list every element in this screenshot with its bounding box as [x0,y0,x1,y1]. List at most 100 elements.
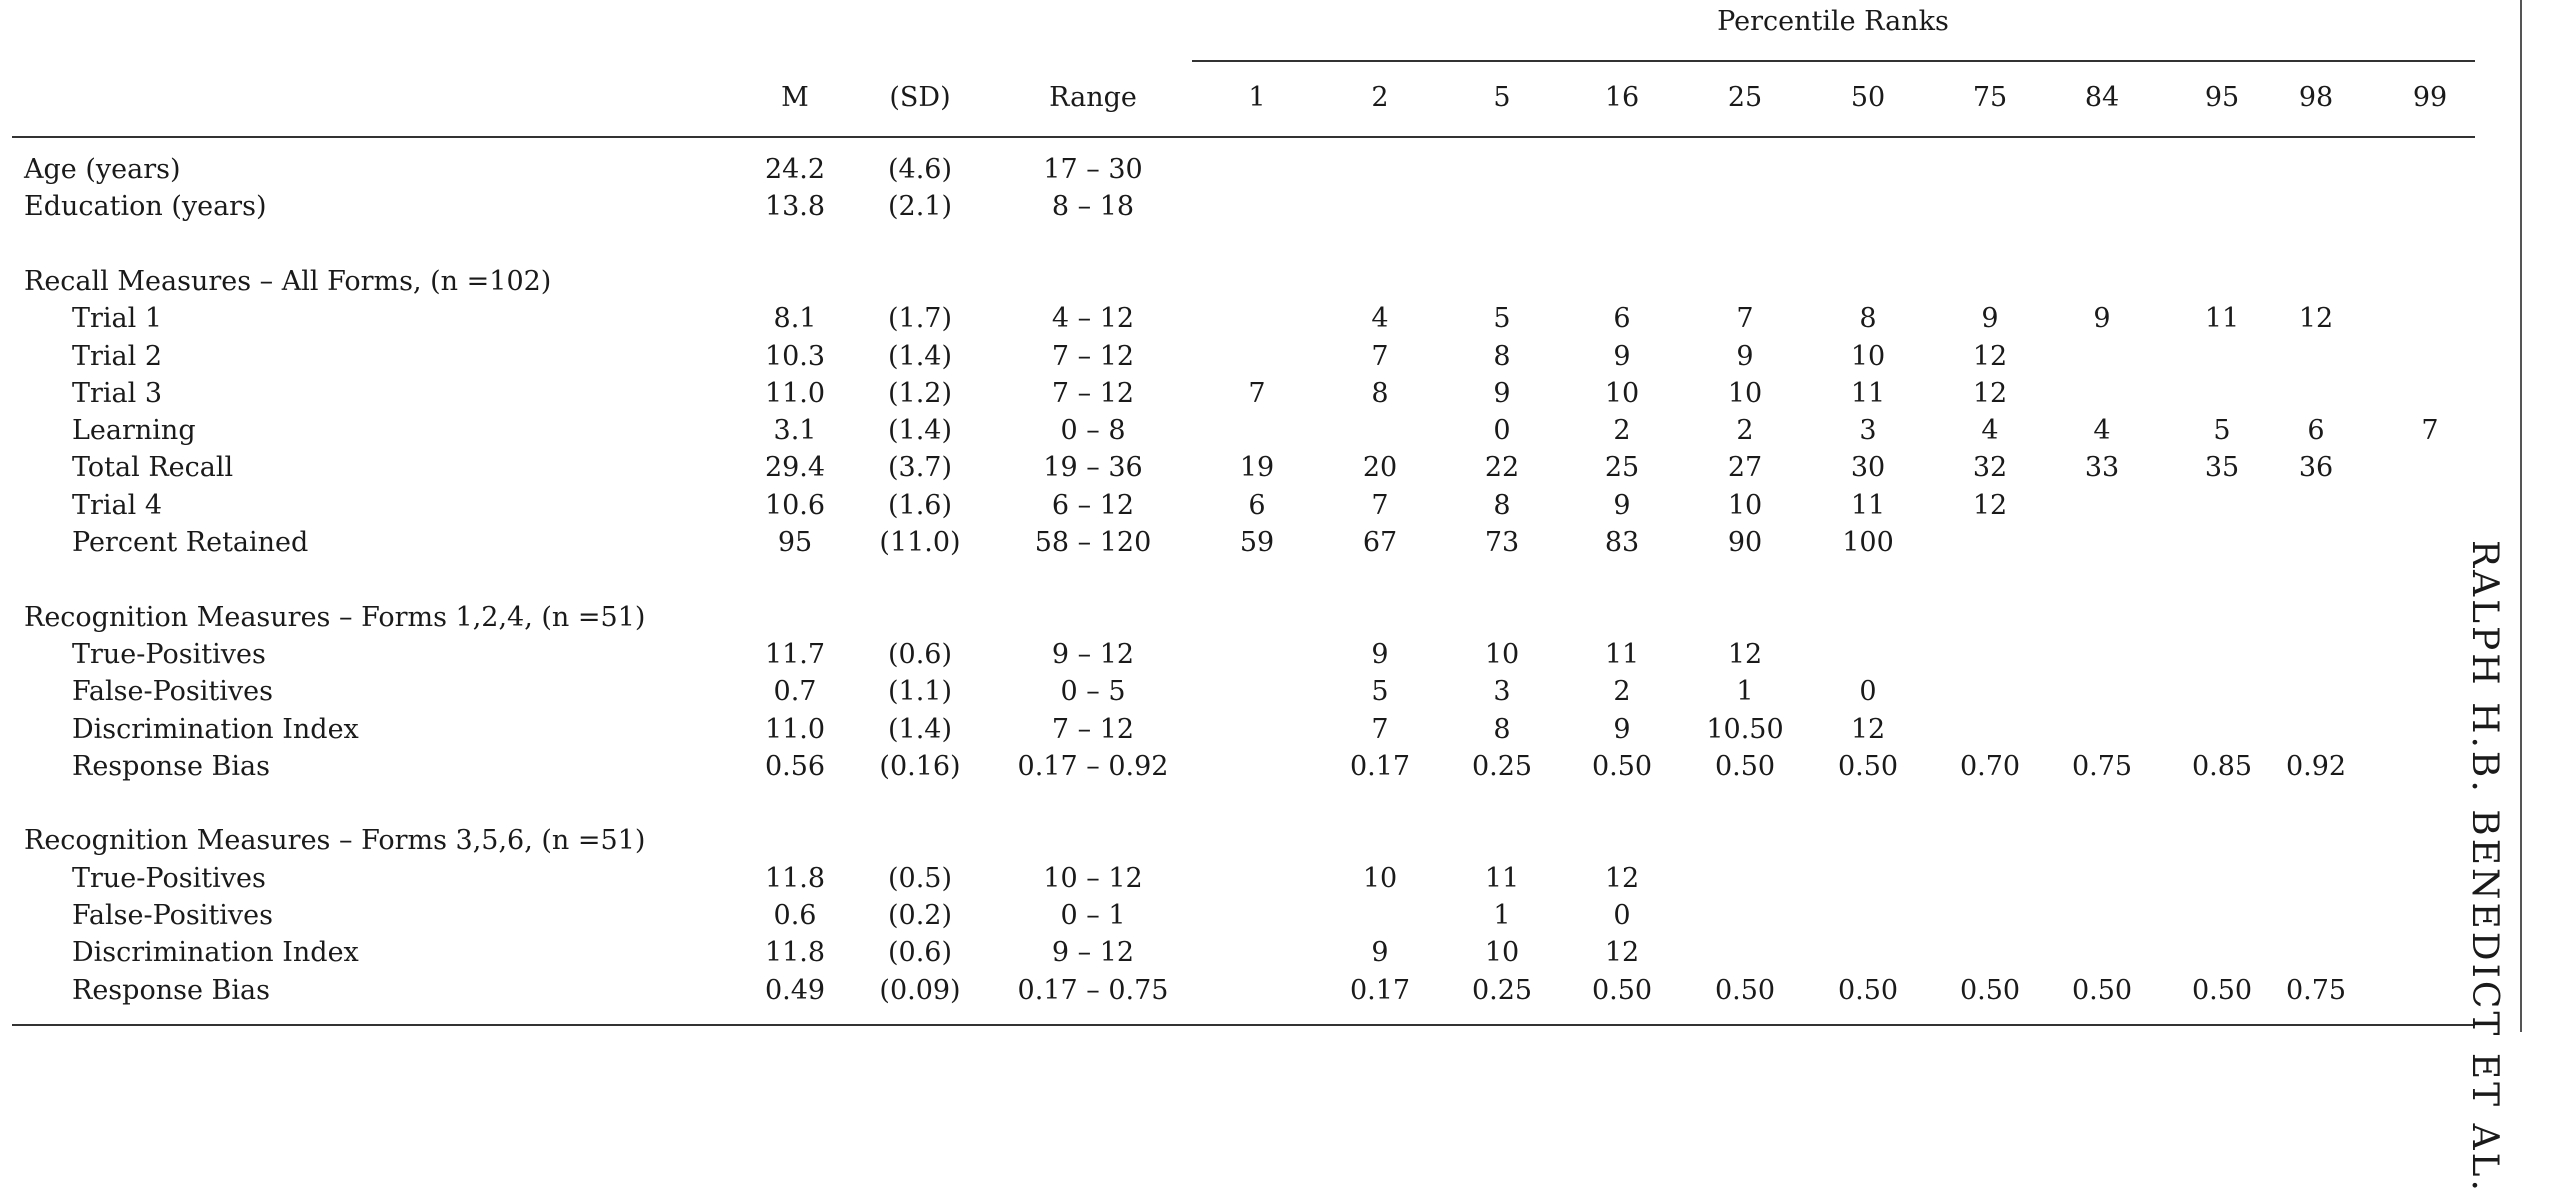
row-label: True-Positives [72,638,266,670]
table-cell: 11 [1604,638,1640,670]
table-cell: 11 [1484,862,1520,894]
table-cell: 0.70 [1959,750,2021,782]
row-label: Discrimination Index [72,937,359,969]
table-cell: 11.8 [764,862,826,894]
table-cell: 3 [1859,415,1877,447]
table-cell: 0.50 [1591,974,1653,1006]
row-label: True-Positives [72,862,266,894]
table-cell: 0.50 [1714,750,1776,782]
page-edge-rule [2520,0,2522,1032]
table-cell: 10.3 [764,340,826,372]
column-header: Range [1049,82,1137,113]
table-cell: (0.6) [887,937,953,969]
table-cell: 10 [1850,340,1886,372]
table-cell: 6 [1248,489,1266,521]
table-cell: 4 [1371,303,1389,335]
table-cell: 0 – 1 [1060,900,1126,931]
table-cell: 9 [1981,303,1999,335]
table-cell: 20 [1362,452,1398,484]
table-cell: 5 [1493,303,1511,335]
table-cell: (3.7) [887,452,953,484]
table-cell: 0.17 [1349,974,1411,1006]
table-cell: (1.6) [887,489,953,521]
table-cell: 0 [1859,676,1877,708]
table-cell: 24.2 [764,154,826,185]
row-label: Response Bias [72,750,270,782]
table-cell: 11 [2204,303,2240,335]
table-cell: 8 [1493,340,1511,372]
row-label: Discrimination Index [72,713,359,745]
table-cell: 19 [1239,452,1275,484]
table-cell: 6 [1613,303,1631,335]
table-cell: 9 [1736,340,1754,372]
table-cell: 7 – 12 [1051,713,1135,745]
row-label: False-Positives [72,900,273,931]
table-cell: 0.50 [1837,750,1899,782]
header-bottom-rule [12,136,2475,138]
column-header: 99 [2412,82,2448,113]
table-cell: 27 [1727,452,1763,484]
table-cell: 0.25 [1471,750,1533,782]
table-cell: 25 [1604,452,1640,484]
row-label: Age (years) [24,154,181,185]
column-header: 1 [1248,82,1266,113]
table-page: Percentile Ranks M (SD) Range 1 2 5 16 25 50 75 84… [12,0,2522,1194]
table-cell: 9 [2093,303,2111,335]
table-cell: 11.8 [764,937,826,969]
table-cell: 3 [1493,676,1511,708]
table-cell: 12 [1604,937,1640,969]
table-cell: 7 [1248,377,1266,409]
table-cell: 67 [1362,527,1398,558]
section-heading: Recognition Measures – Forms 3,5,6, (n =… [24,825,646,857]
table-cell: 12 [1604,862,1640,894]
column-header: 2 [1371,82,1389,113]
row-label: Education (years) [24,191,267,223]
row-label: Learning [72,415,196,447]
table-cell: 8 [1493,713,1511,745]
table-cell: 11.0 [764,377,826,409]
table-cell: 22 [1484,452,1520,484]
row-label: Trial 1 [72,303,163,335]
table-cell: 9 – 12 [1051,638,1135,670]
table-cell: 10 [1484,638,1520,670]
table-cell: 7 [1371,713,1389,745]
table-cell: 0.50 [1591,750,1653,782]
table-cell: 12 [1727,638,1763,670]
table-cell: 10 [1604,377,1640,409]
table-cell: 0 [1613,900,1631,931]
table-cell: 2 [1613,676,1631,708]
row-label: False-Positives [72,676,273,708]
table-cell: 90 [1727,527,1763,558]
table-cell: 0 [1493,415,1511,447]
row-label: Trial 4 [72,489,163,521]
column-header: (SD) [889,82,951,113]
table-cell: 5 [1371,676,1389,708]
table-cell: 7 – 12 [1051,340,1135,372]
table-cell: 0.92 [2285,750,2347,782]
table-cell: 12 [1972,489,2008,521]
table-cell: 0.49 [764,974,826,1006]
table-cell: 8 – 18 [1051,191,1135,223]
table-cell: (11.0) [879,527,961,558]
table-cell: (1.1) [887,676,953,708]
table-cell: (1.4) [887,415,953,447]
table-cell: 3.1 [773,415,817,447]
table-cell: 12 [1972,340,2008,372]
table-cell: 7 [1371,340,1389,372]
table-cell: 58 – 120 [1034,527,1152,558]
column-header: 84 [2084,82,2120,113]
column-header: 50 [1850,82,1886,113]
table-cell: 73 [1484,527,1520,558]
row-label: Response Bias [72,974,270,1006]
table-cell: 2 [1613,415,1631,447]
column-header: 5 [1493,82,1511,113]
table-cell: 13.8 [764,191,826,223]
table-cell: 95 [777,527,813,558]
table-cell: (0.16) [879,750,961,782]
column-header: 95 [2204,82,2240,113]
table-cell: 32 [1972,452,2008,484]
table-cell: 83 [1604,527,1640,558]
table-cell: 8 [1371,377,1389,409]
table-cell: 11.0 [764,713,826,745]
table-cell: (4.6) [887,154,953,185]
